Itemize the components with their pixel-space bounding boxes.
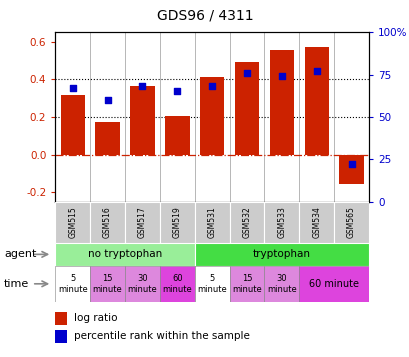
- FancyBboxPatch shape: [194, 202, 229, 243]
- Bar: [95, 122, 119, 155]
- Point: [174, 89, 180, 94]
- FancyBboxPatch shape: [55, 202, 90, 243]
- Text: tryptophan: tryptophan: [252, 249, 310, 260]
- FancyBboxPatch shape: [333, 202, 368, 243]
- Bar: [130, 86, 154, 155]
- Text: GSM534: GSM534: [312, 206, 320, 238]
- Text: GSM515: GSM515: [68, 206, 77, 238]
- Bar: [339, 155, 363, 184]
- FancyBboxPatch shape: [194, 266, 229, 302]
- Text: no tryptophan: no tryptophan: [88, 249, 162, 260]
- FancyBboxPatch shape: [299, 202, 333, 243]
- Text: GSM565: GSM565: [346, 206, 355, 238]
- Text: 60 minute: 60 minute: [308, 279, 358, 289]
- Point: [243, 70, 249, 76]
- Text: percentile rank within the sample: percentile rank within the sample: [74, 331, 249, 341]
- Text: log ratio: log ratio: [74, 313, 117, 323]
- Text: 15
minute: 15 minute: [231, 274, 261, 293]
- Bar: [200, 77, 224, 155]
- Point: [208, 84, 215, 89]
- Text: 15
minute: 15 minute: [92, 274, 122, 293]
- Text: agent: agent: [4, 249, 36, 260]
- FancyBboxPatch shape: [160, 266, 194, 302]
- Text: GSM533: GSM533: [277, 206, 285, 238]
- FancyBboxPatch shape: [194, 243, 368, 266]
- FancyBboxPatch shape: [299, 266, 368, 302]
- Point: [139, 84, 146, 89]
- Text: 60
minute: 60 minute: [162, 274, 192, 293]
- Text: GSM532: GSM532: [242, 206, 251, 238]
- Bar: [165, 116, 189, 155]
- Text: 5
minute: 5 minute: [197, 274, 227, 293]
- Bar: [269, 50, 293, 155]
- FancyBboxPatch shape: [229, 202, 264, 243]
- Text: GSM517: GSM517: [138, 206, 146, 238]
- FancyBboxPatch shape: [55, 266, 90, 302]
- Bar: [61, 95, 85, 155]
- Point: [278, 74, 285, 79]
- Text: time: time: [4, 279, 29, 289]
- Text: 5
minute: 5 minute: [58, 274, 88, 293]
- FancyBboxPatch shape: [160, 202, 194, 243]
- Bar: [234, 62, 258, 155]
- Point: [70, 85, 76, 91]
- FancyBboxPatch shape: [125, 266, 160, 302]
- Point: [104, 97, 110, 103]
- FancyBboxPatch shape: [55, 243, 194, 266]
- FancyBboxPatch shape: [125, 202, 160, 243]
- FancyBboxPatch shape: [90, 266, 125, 302]
- Text: GSM531: GSM531: [207, 206, 216, 238]
- FancyBboxPatch shape: [264, 202, 299, 243]
- Text: 30
minute: 30 minute: [266, 274, 296, 293]
- FancyBboxPatch shape: [229, 266, 264, 302]
- Text: GSM516: GSM516: [103, 206, 112, 238]
- Point: [313, 68, 319, 74]
- FancyBboxPatch shape: [264, 266, 299, 302]
- Text: GSM519: GSM519: [173, 206, 181, 238]
- Bar: [55, 312, 67, 325]
- Text: 30
minute: 30 minute: [127, 274, 157, 293]
- Text: GDS96 / 4311: GDS96 / 4311: [156, 9, 253, 23]
- Bar: [55, 330, 67, 343]
- Bar: [304, 47, 328, 155]
- Point: [348, 161, 354, 167]
- FancyBboxPatch shape: [90, 202, 125, 243]
